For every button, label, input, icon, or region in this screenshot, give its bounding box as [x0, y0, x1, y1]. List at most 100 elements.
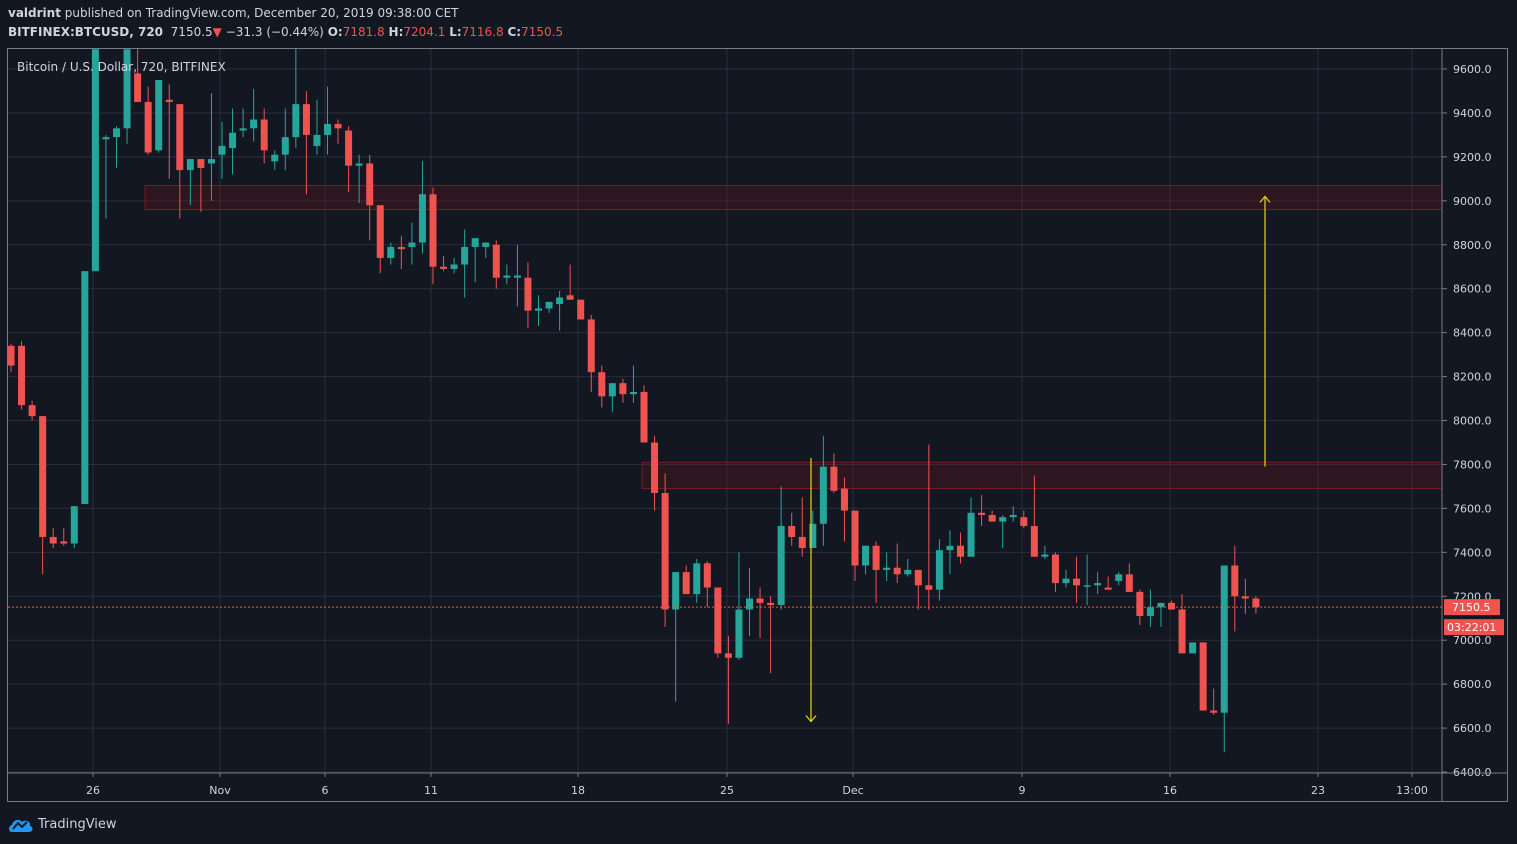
candle[interactable]: [102, 137, 110, 140]
candle[interactable]: [355, 163, 363, 166]
candle[interactable]: [1020, 517, 1028, 526]
candle[interactable]: [1199, 642, 1207, 711]
candle[interactable]: [809, 523, 817, 548]
candle[interactable]: [935, 550, 943, 590]
resistance-9000-zone[interactable]: [144, 184, 1442, 211]
candle[interactable]: [967, 512, 975, 557]
candle[interactable]: [60, 541, 68, 544]
candle[interactable]: [862, 545, 870, 566]
candle[interactable]: [946, 545, 954, 551]
tradingview-logo[interactable]: TradingView: [8, 815, 117, 833]
candle[interactable]: [440, 266, 448, 269]
candle[interactable]: [840, 488, 848, 511]
candle[interactable]: [714, 587, 722, 654]
candle[interactable]: [18, 345, 26, 406]
candle[interactable]: [1104, 587, 1112, 590]
candle[interactable]: [1252, 598, 1260, 608]
candle[interactable]: [113, 128, 120, 138]
candle[interactable]: [1178, 609, 1186, 654]
candle[interactable]: [1157, 602, 1165, 608]
candle[interactable]: [587, 319, 595, 373]
candle[interactable]: [28, 405, 36, 417]
candle[interactable]: [186, 159, 194, 171]
candle[interactable]: [1083, 585, 1091, 587]
candle[interactable]: [1146, 607, 1154, 617]
candle[interactable]: [281, 137, 289, 155]
candle[interactable]: [250, 119, 258, 129]
candle[interactable]: [471, 238, 479, 247]
candle[interactable]: [661, 493, 669, 610]
candle[interactable]: [1189, 642, 1197, 654]
candle[interactable]: [123, 49, 131, 129]
candle[interactable]: [302, 104, 310, 135]
candle[interactable]: [619, 383, 627, 395]
candle[interactable]: [260, 119, 268, 151]
candle[interactable]: [1220, 565, 1228, 713]
candle[interactable]: [914, 569, 922, 586]
candle[interactable]: [830, 466, 838, 491]
candle[interactable]: [229, 132, 237, 149]
candle[interactable]: [334, 123, 342, 129]
candle[interactable]: [746, 598, 753, 610]
candle[interactable]: [545, 301, 553, 309]
candle[interactable]: [819, 466, 827, 524]
candle[interactable]: [387, 246, 395, 258]
candle[interactable]: [165, 99, 173, 102]
candle[interactable]: [176, 104, 184, 171]
candle[interactable]: [324, 123, 331, 135]
candle[interactable]: [556, 297, 564, 305]
candle[interactable]: [978, 512, 986, 515]
candle[interactable]: [925, 585, 933, 590]
candle[interactable]: [788, 525, 796, 537]
candle[interactable]: [429, 194, 437, 267]
candle[interactable]: [1241, 596, 1249, 599]
candle[interactable]: [207, 159, 215, 164]
candle[interactable]: [513, 275, 521, 278]
candle[interactable]: [482, 242, 490, 247]
candle[interactable]: [91, 49, 99, 272]
candle[interactable]: [1168, 602, 1175, 610]
candle[interactable]: [144, 101, 152, 153]
plot-area[interactable]: [8, 40, 1443, 773]
candle[interactable]: [988, 514, 996, 522]
candle[interactable]: [756, 598, 764, 603]
candle[interactable]: [197, 159, 205, 168]
candle[interactable]: [904, 569, 912, 575]
candle[interactable]: [724, 653, 732, 658]
candle[interactable]: [49, 536, 57, 544]
resistance-7800-zone[interactable]: [641, 461, 1442, 490]
candle[interactable]: [682, 572, 690, 595]
candle[interactable]: [134, 73, 142, 102]
candle[interactable]: [735, 609, 743, 658]
candle[interactable]: [1041, 554, 1049, 557]
candle[interactable]: [651, 442, 659, 494]
candle[interactable]: [492, 244, 500, 278]
candle[interactable]: [271, 154, 279, 162]
candle[interactable]: [577, 299, 585, 320]
candle[interactable]: [1136, 591, 1144, 617]
candle[interactable]: [397, 246, 405, 250]
candle[interactable]: [376, 205, 384, 258]
candle[interactable]: [957, 545, 964, 557]
candle[interactable]: [1009, 514, 1017, 518]
candle[interactable]: [851, 510, 859, 566]
candle[interactable]: [1115, 574, 1123, 581]
candle[interactable]: [218, 145, 226, 155]
candle[interactable]: [1051, 554, 1059, 584]
candle[interactable]: [703, 563, 711, 588]
candle[interactable]: [1231, 565, 1239, 597]
candle[interactable]: [535, 308, 542, 311]
candle[interactable]: [566, 295, 574, 300]
candle[interactable]: [8, 345, 15, 366]
candle[interactable]: [345, 130, 353, 166]
candle[interactable]: [777, 525, 785, 606]
candle[interactable]: [1062, 578, 1070, 584]
candle[interactable]: [503, 275, 511, 278]
candle[interactable]: [450, 264, 458, 269]
candle[interactable]: [70, 506, 78, 544]
candle[interactable]: [672, 572, 680, 610]
candle[interactable]: [999, 517, 1007, 522]
candle[interactable]: [239, 128, 247, 131]
candle[interactable]: [524, 277, 532, 311]
